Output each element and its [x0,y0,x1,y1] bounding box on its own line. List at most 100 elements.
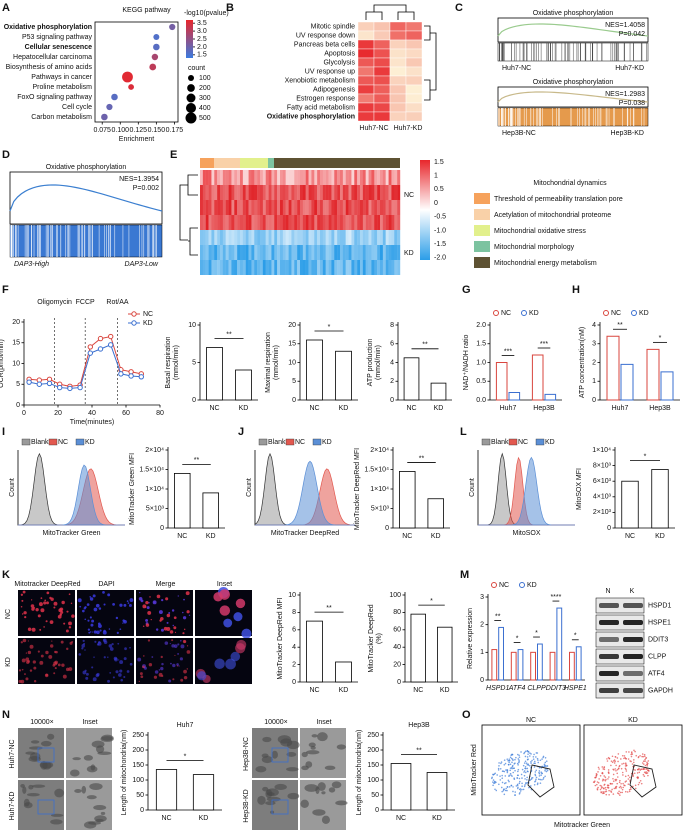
y-tick-label: 1×10⁴ [592,447,611,454]
heatmap-cell [274,245,278,260]
image-detail [20,783,25,788]
heatmap-cell [280,200,284,215]
heatmap-cell [394,245,398,260]
image-detail [621,771,624,774]
heatmap-cell [251,215,255,230]
image-detail [100,811,106,816]
panel-label: B [226,2,234,14]
image-detail [606,760,609,762]
image-detail [521,768,524,771]
image-detail [611,782,614,785]
image-detail [98,640,101,644]
image-detail [631,763,634,765]
heatmap-cell [237,215,241,230]
column-label: 10000× [264,719,288,726]
heatmap-cell [368,170,372,185]
heatmap-cell [228,215,232,230]
image-detail [83,642,86,645]
significance: ** [326,605,332,612]
heatmap-cell [368,215,372,230]
image-detail [516,753,519,756]
heatmap-cell [225,185,229,200]
bar [508,392,521,401]
heatmap-cell [248,230,252,245]
image-detail [625,751,628,753]
image-detail [544,756,547,759]
image-detail [595,773,598,775]
image-detail [624,784,626,787]
image-detail [103,603,106,606]
image-detail [169,642,171,645]
heatmap-cell [357,230,361,245]
heatmap-cell [337,245,341,260]
image-detail [129,598,134,602]
heatmap-cell [302,215,306,230]
heatmap-cell [251,185,255,200]
inset-box [271,799,289,815]
significance: ** [194,457,200,464]
image-detail [526,763,529,766]
image-detail [538,766,541,769]
heatmap-cell [265,200,269,215]
significance: * [644,453,647,460]
image [77,638,134,684]
heatmap-cell [322,170,326,185]
image-detail [120,678,124,682]
heatmap-cell [377,260,381,275]
heatmap-cell [305,245,309,260]
image-detail [505,782,507,784]
column-label: Mitotracker DeepRed [14,581,80,588]
heatmap-cell [362,260,366,275]
y-tick-label: Oxidative phosphorylation [4,24,92,31]
image-detail [642,760,645,762]
image-detail [620,787,623,789]
column-label: K [630,588,635,595]
heatmap-cell [302,185,306,200]
heatmap-cell [357,39,375,50]
image-detail [128,603,132,607]
image-detail [601,779,604,782]
heatmap-cell [242,245,246,260]
heatmap-cell [331,245,335,260]
heatmap-cell [345,260,349,275]
heatmap-cell [331,170,335,185]
legend-marker [521,310,527,316]
image-detail [509,772,512,775]
image-detail [613,769,615,771]
heatmap-cell [254,260,258,275]
blot-band [599,671,619,676]
enrichment-curve [497,23,649,37]
heatmap-cell [360,245,364,260]
y-tick-label: 1.5×10⁴ [139,466,164,473]
heatmap-cell [200,245,204,260]
blot-frame [595,648,645,665]
image-detail [621,791,624,794]
image-detail [78,653,82,656]
heatmap-cell [357,260,361,275]
heatmap-cell [251,230,255,245]
heatmap-cell [380,185,384,200]
image-detail [54,667,57,670]
heatmap-cell [294,260,298,275]
column-label: Inset [217,581,232,588]
blot-band [623,620,643,625]
image-detail [96,630,100,635]
x-axis-title: Time(minutes) [70,419,114,426]
heatmap-cell [300,230,304,245]
heatmap-cell [348,245,352,260]
panel-label: M [460,569,469,581]
image-detail [534,771,537,773]
heatmap-cell [371,200,375,215]
heatmap-cell [217,230,221,245]
legend-swatch [312,438,322,446]
image-detail [527,764,530,766]
x-tick-label: NC [177,533,187,540]
image-detail [91,619,95,623]
image-detail [644,760,646,763]
y-tick-label: 0 [292,397,296,404]
y-tick-label: 0 [140,807,144,814]
heatmap-cell [308,170,312,185]
image-detail [526,750,529,752]
x-tick-label: 0.100 [111,127,129,134]
heatmap-cell [342,170,346,185]
